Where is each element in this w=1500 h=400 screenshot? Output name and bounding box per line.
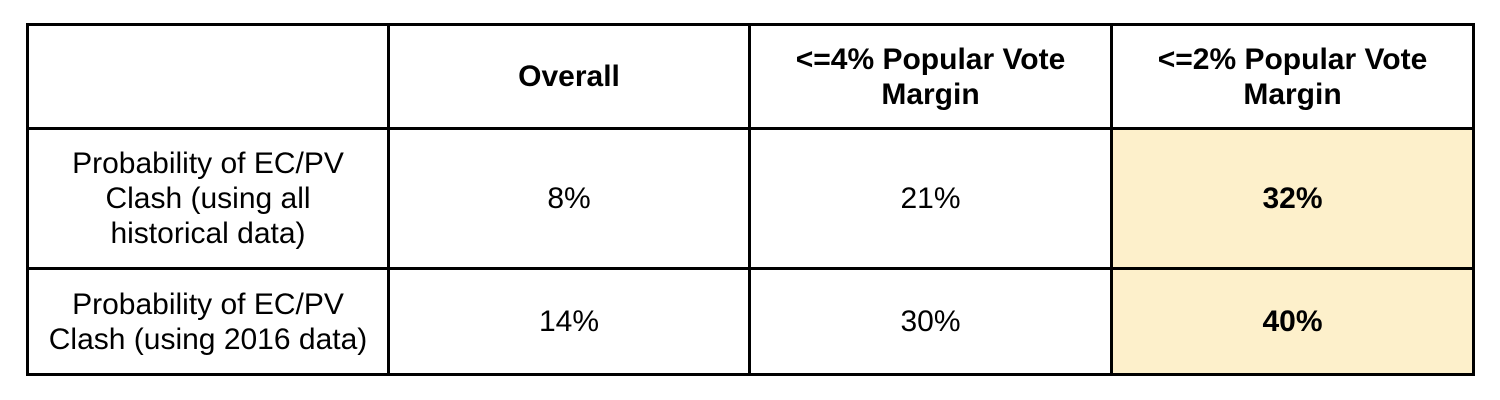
- row-label: Probability of EC/PV Clash (using all hi…: [26, 127, 390, 270]
- cell: 8%: [387, 127, 751, 270]
- data-table: Overall <=4% Popular Vote Margin <=2% Po…: [26, 23, 1475, 376]
- highlighted-cell: 40%: [1110, 267, 1475, 376]
- header-cell: Overall: [387, 23, 751, 130]
- row-label: Probability of EC/PV Clash (using 2016 d…: [26, 267, 390, 376]
- highlighted-cell: 32%: [1110, 127, 1475, 270]
- table-row: Probability of EC/PV Clash (using all hi…: [26, 127, 1475, 270]
- header-cell: <=2% Popular Vote Margin: [1110, 23, 1475, 130]
- cell: 30%: [748, 267, 1113, 376]
- cell: 14%: [387, 267, 751, 376]
- table-row: Probability of EC/PV Clash (using 2016 d…: [26, 267, 1475, 376]
- header-row: Overall <=4% Popular Vote Margin <=2% Po…: [26, 23, 1475, 130]
- cell: 21%: [748, 127, 1113, 270]
- corner-cell: [26, 23, 390, 130]
- header-cell: <=4% Popular Vote Margin: [748, 23, 1113, 130]
